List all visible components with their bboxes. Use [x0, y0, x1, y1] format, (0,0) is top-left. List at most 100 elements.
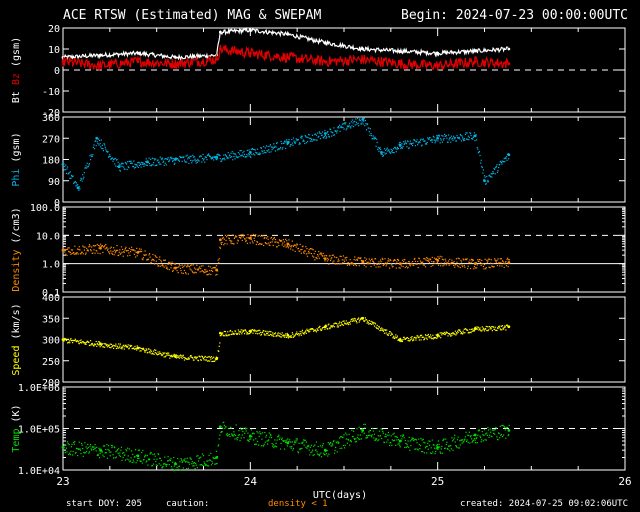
data-point [74, 338, 77, 340]
data-point [309, 137, 311, 139]
data-point [400, 435, 402, 437]
data-point [309, 446, 311, 448]
data-point [383, 148, 386, 150]
data-point [455, 334, 457, 336]
data-point [97, 343, 99, 346]
data-point [202, 271, 205, 273]
data-point [264, 241, 266, 244]
data-point [436, 337, 438, 340]
data-point [344, 444, 346, 446]
data-point [286, 143, 288, 146]
data-point [266, 330, 268, 333]
data-point [313, 256, 315, 258]
data-point [109, 155, 111, 157]
data-point [195, 160, 197, 162]
data-point [323, 60, 327, 63]
data-point [293, 140, 295, 142]
data-point [213, 356, 215, 358]
data-point [505, 156, 508, 158]
data-point [336, 263, 338, 265]
data-point [342, 324, 345, 326]
data-point [129, 460, 132, 462]
data-point [164, 352, 166, 354]
data-point [136, 460, 138, 462]
data-point [68, 247, 70, 249]
data-point [214, 155, 216, 158]
data-point [84, 342, 87, 344]
data-point [63, 248, 65, 250]
data-point [359, 118, 361, 120]
data-point [291, 138, 293, 141]
data-point [307, 137, 309, 139]
data-point [277, 332, 279, 334]
data-point [109, 154, 111, 156]
data-point [485, 439, 487, 441]
data-point [139, 350, 141, 352]
data-point [135, 251, 137, 253]
data-point [420, 262, 422, 264]
data-point [169, 459, 171, 462]
data-point [85, 252, 87, 254]
data-point [286, 139, 288, 141]
data-point [382, 328, 384, 330]
data-point [292, 333, 294, 335]
data-point [506, 257, 509, 259]
data-point [273, 445, 275, 447]
data-point [404, 142, 406, 144]
data-point [118, 343, 120, 345]
data-point [258, 243, 260, 246]
data-point [260, 433, 262, 435]
data-point [458, 266, 460, 268]
data-point [506, 324, 508, 326]
data-point [121, 251, 123, 253]
data-point [311, 134, 314, 136]
data-point [223, 330, 225, 333]
data-point [356, 258, 358, 260]
data-point [499, 425, 501, 427]
data-point [146, 454, 148, 457]
data-point [415, 337, 418, 339]
data-point [487, 330, 489, 332]
data-point [70, 450, 72, 452]
data-point [223, 424, 225, 426]
data-point [178, 357, 180, 359]
data-point [338, 124, 341, 126]
data-point [495, 165, 497, 168]
data-point [156, 256, 158, 259]
data-point [105, 452, 107, 454]
data-point [145, 158, 147, 160]
data-point [256, 241, 259, 243]
data-point [246, 439, 248, 441]
data-point [205, 269, 207, 271]
data-point [455, 140, 458, 142]
data-point [405, 442, 407, 445]
data-point [102, 147, 104, 150]
data-point [350, 439, 352, 442]
data-point [82, 341, 84, 343]
data-point [204, 463, 206, 465]
data-point [443, 333, 445, 335]
data-point [186, 457, 188, 459]
data-point [469, 442, 471, 444]
data-point [298, 143, 300, 145]
data-point [403, 437, 405, 439]
data-point [99, 452, 101, 455]
data-point [453, 136, 455, 139]
data-point [238, 155, 240, 158]
data-point [467, 267, 469, 270]
data-point [256, 148, 259, 150]
data-point [497, 439, 499, 441]
data-point [191, 264, 193, 266]
data-point [291, 441, 293, 443]
data-point [373, 138, 375, 140]
data-point [160, 352, 162, 355]
data-point [84, 246, 86, 248]
data-point [495, 427, 497, 429]
data-point [229, 155, 231, 157]
data-point [187, 156, 189, 158]
data-point [213, 159, 215, 161]
data-point [106, 444, 108, 446]
data-point [298, 442, 300, 445]
data-point [482, 172, 484, 174]
data-point [176, 466, 178, 468]
